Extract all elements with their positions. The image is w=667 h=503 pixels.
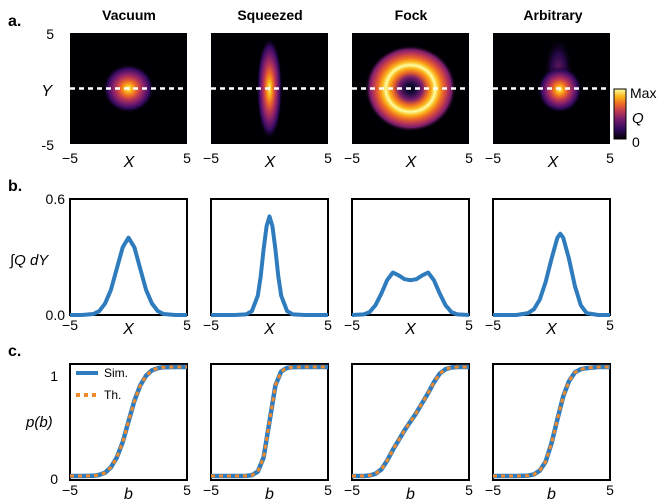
colorbar-var-label: Q (632, 110, 644, 127)
cdf-xtick-left-fock: −5 (344, 482, 360, 498)
colorbar-min-label: 0 (632, 134, 640, 150)
cdf-plot-vacuum: −5 b 5 (62, 363, 191, 503)
cdf-sim-curve-fock (352, 364, 469, 479)
cdf-xtick-right-vacuum: 5 (183, 482, 191, 498)
heatmap-squeezed (211, 33, 328, 144)
marginal-curve-fock (351, 270, 470, 317)
heatmap-xtick-left-arbitrary: −5 (485, 150, 501, 166)
heatmap-xlabel-arbitrary: X (547, 154, 560, 171)
marginal-ytick-bottom: 0.0 (46, 307, 66, 323)
cdf-th-curve-arbitrary (493, 365, 610, 478)
heatmap-xlabel-squeezed: X (264, 154, 277, 171)
colorbar-max-label: Max (630, 85, 656, 101)
legend-sim-label: Sim. (104, 366, 128, 380)
heatmap-xtick-left-squeezed: −5 (203, 150, 219, 166)
heatmap-vacuum (70, 33, 187, 144)
cdf-plot-arbitrary: −5 b 5 (485, 363, 614, 503)
cdf-xlabel-fock: b (406, 486, 415, 503)
marginal-xtick-left-vacuum: −5 (62, 317, 78, 333)
marginal-xtick-right-squeezed: 5 (324, 317, 332, 333)
heatmap-ytick-bottom: -5 (42, 137, 55, 153)
panel-label-a: a. (8, 13, 21, 30)
cdf-xtick-right-arbitrary: 5 (606, 482, 614, 498)
marginal-plot-arbitrary: −5 X 5 (485, 198, 614, 338)
heatmap-xtick-left-fock: −5 (344, 150, 360, 166)
cdf-ytick-bottom: 0 (50, 471, 58, 487)
colorbar (613, 88, 627, 140)
heatmap-xlabel-fock: X (405, 154, 418, 171)
cdf-plot-fock: −5 b 5 (344, 363, 473, 503)
marginal-xtick-left-fock: −5 (344, 317, 360, 333)
cdf-xtick-left-arbitrary: −5 (485, 482, 501, 498)
marginal-xtick-left-squeezed: −5 (203, 317, 219, 333)
cdf-ylabel: p(b) (25, 414, 53, 431)
panel-label-b: b. (8, 178, 22, 195)
heatmap-fock (352, 33, 469, 144)
cdf-ytick-top: 1 (50, 368, 58, 384)
marginal-plot-vacuum: −5 X 5 (62, 198, 191, 338)
heatmap-title-fock: Fock (395, 7, 428, 23)
heatmap-ytick-top: 5 (46, 26, 54, 42)
heatmap-ylabel: Y (41, 83, 53, 100)
marginal-plot-fock: −5 X 5 (344, 198, 473, 338)
cdf-xtick-right-fock: 5 (465, 482, 473, 498)
marginal-plot-squeezed: −5 X 5 (203, 198, 332, 338)
heatmap-xtick-right-arbitrary: 5 (606, 150, 614, 166)
cdf-xlabel-vacuum: b (124, 486, 133, 503)
marginal-xlabel-vacuum: X (122, 321, 135, 338)
wigner-heatmaps-row: Vacuum Squeezed Fock Arbitrary 5 Y -5 −5… (41, 7, 656, 171)
marginal-xlabel-arbitrary: X (545, 321, 558, 338)
panel-label-c: c. (8, 343, 21, 360)
cdf-xtick-right-squeezed: 5 (324, 482, 332, 498)
heatmap-xlabel-vacuum: X (123, 154, 136, 171)
marginal-curve-squeezed (211, 214, 328, 317)
marginal-xtick-right-arbitrary: 5 (606, 317, 614, 333)
cdf-xtick-left-squeezed: −5 (203, 482, 219, 498)
marginal-ytick-top: 0.6 (46, 191, 66, 207)
marginal-curve-arbitrary (493, 231, 610, 317)
heatmap-xtick-right-squeezed: 5 (324, 150, 332, 166)
cdf-xlabel-squeezed: b (265, 486, 274, 503)
cdf-xtick-left-vacuum: −5 (62, 482, 78, 498)
marginal-frame-fock (351, 198, 470, 316)
marginal-curve-vacuum (70, 235, 187, 317)
marginal-xtick-left-arbitrary: −5 (485, 317, 501, 333)
marginal-ylabel: ∫Q dY (9, 252, 49, 269)
cdf-frame-arbitrary (492, 363, 611, 481)
marginal-xtick-right-fock: 5 (465, 317, 473, 333)
marginal-frame-vacuum (69, 198, 188, 316)
cdf-plot-squeezed: −5 b 5 (203, 363, 332, 503)
heatmap-title-arbitrary: Arbitrary (523, 7, 582, 23)
marginal-xtick-right-vacuum: 5 (183, 317, 191, 333)
heatmap-xtick-right-fock: 5 (465, 150, 473, 166)
marginal-xlabel-fock: X (404, 321, 417, 338)
heatmap-title-squeezed: Squeezed (237, 7, 302, 23)
cdf-th-curve-vacuum (70, 365, 187, 478)
cumulative-distribution-row: 1 p(b) 0 −5 b 5 −5 b 5 −5 b 5 −5 b 5 Sim. Th. (25, 363, 614, 503)
heatmap-title-vacuum: Vacuum (102, 7, 156, 23)
cdf-th-curve-squeezed (211, 365, 328, 478)
heatmap-xtick-left-vacuum: −5 (62, 150, 78, 166)
heatmap-xtick-right-vacuum: 5 (183, 150, 191, 166)
marginal-xlabel-squeezed: X (263, 321, 276, 338)
cdf-legend: Sim. Th. (76, 366, 128, 402)
legend-th-label: Th. (104, 388, 121, 402)
heatmap-arbitrary (493, 33, 610, 144)
marginal-distribution-row: 0.6 ∫Q dY 0.0 −5 X 5 −5 X 5 −5 X 5 −5 X 5 (9, 191, 614, 338)
cdf-xlabel-arbitrary: b (547, 486, 556, 503)
